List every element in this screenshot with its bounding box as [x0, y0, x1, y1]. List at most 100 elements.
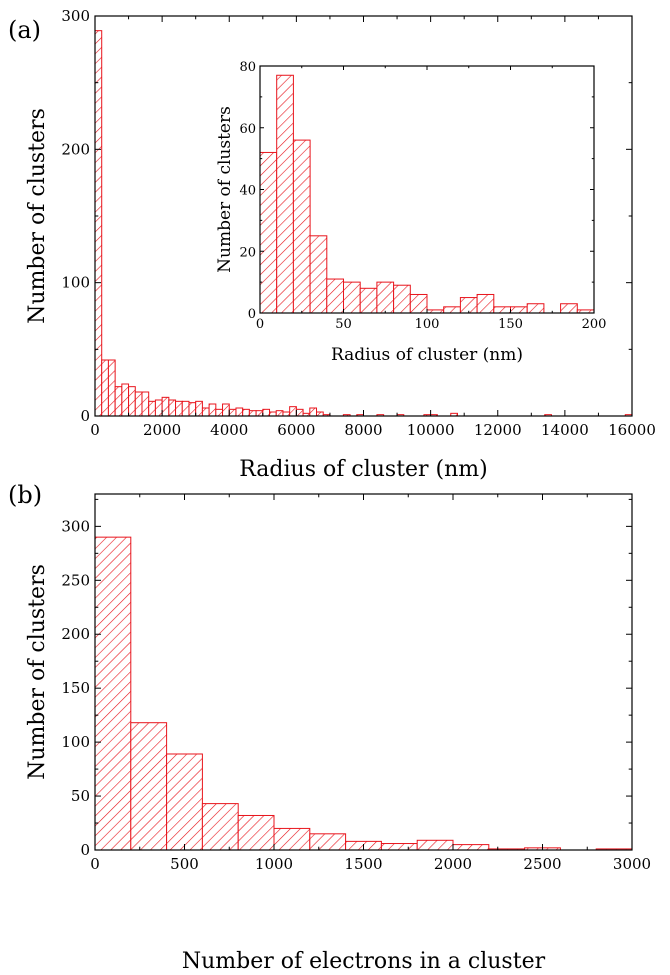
- histogram-bar: [276, 74, 294, 314]
- histogram-bar: [148, 400, 156, 417]
- x-tick-label: 6000: [277, 421, 315, 439]
- x-tick-label: 2000: [434, 855, 472, 873]
- histogram-bar: [195, 400, 203, 417]
- histogram-bar: [376, 281, 395, 314]
- y-tick-label: 40: [239, 184, 256, 199]
- histogram-bar: [222, 403, 230, 417]
- x-axis-label: Radius of cluster (nm): [331, 345, 523, 365]
- histogram-bar: [114, 386, 123, 417]
- x-tick-label: 50: [335, 317, 352, 332]
- y-tick-label: 0: [80, 407, 90, 425]
- histogram-bar: [161, 396, 170, 417]
- histogram-bar: [248, 410, 257, 417]
- histogram-bar: [128, 386, 136, 417]
- x-tick-label: 1000: [255, 855, 293, 873]
- histogram-bar: [94, 30, 103, 417]
- histogram-bar: [343, 281, 361, 314]
- x-tick-label: 500: [170, 855, 199, 873]
- panel-label-a: (a): [8, 16, 41, 44]
- y-tick-label: 0: [80, 841, 90, 859]
- histogram-bar: [215, 408, 224, 417]
- histogram-bar: [309, 235, 328, 314]
- y-axis-label: Number of clusters: [25, 108, 50, 324]
- y-tick-label: 20: [239, 245, 256, 260]
- histogram-bar: [201, 407, 210, 417]
- x-tick-label: 150: [498, 317, 523, 332]
- histogram-bar: [393, 284, 411, 314]
- histogram-bar: [154, 399, 163, 417]
- histogram-bar: [295, 408, 304, 417]
- histogram-bar: [175, 400, 183, 417]
- histogram-bar: [201, 803, 239, 851]
- histogram-bar: [188, 402, 197, 417]
- x-tick-label: 14000: [541, 421, 589, 439]
- x-tick-label: 3000: [613, 855, 651, 873]
- histogram-bar: [181, 400, 190, 417]
- histogram-bar: [292, 139, 311, 314]
- histogram-bar: [141, 391, 150, 417]
- chart-b: 0 500 1000 1500 2000 2500 3000 0 50 100 150 200 250 3…: [25, 493, 651, 974]
- histogram-bar: [493, 306, 511, 314]
- y-tick-label: 300: [61, 7, 90, 25]
- histogram-bar: [510, 306, 528, 314]
- histogram-bar: [275, 410, 284, 417]
- y-axis-label: Number of clusters: [215, 106, 235, 273]
- histogram-bar: [273, 827, 311, 851]
- histogram-bar: [526, 303, 545, 314]
- histogram-bar: [107, 359, 116, 417]
- x-tick-label: 0: [256, 317, 264, 332]
- histogram-bar: [235, 407, 244, 417]
- histogram-bar: [121, 383, 130, 417]
- histogram-bar: [309, 407, 318, 417]
- y-tick-label: 50: [71, 787, 90, 805]
- chart-a-inset: 0 50 100 150 200 0 20 40 60 80 Radius of cluster (…: [215, 60, 606, 365]
- y-tick-label: 100: [61, 274, 90, 292]
- histogram-bar: [134, 391, 143, 417]
- x-tick-label: 2000: [143, 421, 181, 439]
- histogram-bar: [255, 410, 264, 417]
- histogram-bar: [359, 287, 378, 314]
- histogram-bar: [168, 399, 177, 417]
- y-axis-label: Number of clusters: [25, 564, 50, 780]
- x-tick-label: 0: [90, 421, 100, 439]
- x-tick-label: 1500: [344, 855, 382, 873]
- y-tick-label: 200: [61, 625, 90, 643]
- panel-label-b: (b): [8, 481, 42, 509]
- x-tick-label: 200: [582, 317, 607, 332]
- histogram-bar: [228, 408, 237, 417]
- x-axis-label: Radius of cluster (nm): [239, 457, 488, 482]
- x-tick-label: 16000: [608, 421, 656, 439]
- histogram-bar: [289, 406, 297, 417]
- y-tick-label: 100: [61, 733, 90, 751]
- histogram-bar: [130, 722, 168, 851]
- y-tick-label: 60: [239, 122, 256, 137]
- x-tick-label: 4000: [210, 421, 248, 439]
- histogram-bar: [309, 833, 347, 851]
- x-tick-label: 8000: [344, 421, 382, 439]
- x-tick-label: 10000: [407, 421, 455, 439]
- histogram-bar: [237, 814, 275, 851]
- histogram-bar: [380, 843, 418, 851]
- histogram-bar: [459, 297, 478, 314]
- histogram-bar: [262, 408, 271, 417]
- y-tick-label: 0: [248, 307, 256, 322]
- y-tick-label: 80: [239, 60, 256, 75]
- histogram-bar: [208, 403, 217, 417]
- x-tick-label: 0: [90, 855, 100, 873]
- histogram-bar: [101, 359, 109, 417]
- y-tick-label: 300: [61, 517, 90, 535]
- histogram-bar: [409, 293, 428, 314]
- histogram-bar: [242, 408, 250, 417]
- y-tick-label: 200: [61, 140, 90, 158]
- x-tick-label: 100: [415, 317, 440, 332]
- histogram-bar: [166, 753, 203, 851]
- histogram-bar: [259, 151, 278, 314]
- histogram-bar: [94, 536, 132, 851]
- histogram-bar: [416, 839, 454, 851]
- x-tick-label: 12000: [474, 421, 522, 439]
- histogram-bar: [476, 293, 495, 314]
- histogram-bar: [452, 844, 490, 851]
- x-tick-label: 2500: [523, 855, 561, 873]
- histogram-bar: [560, 303, 578, 314]
